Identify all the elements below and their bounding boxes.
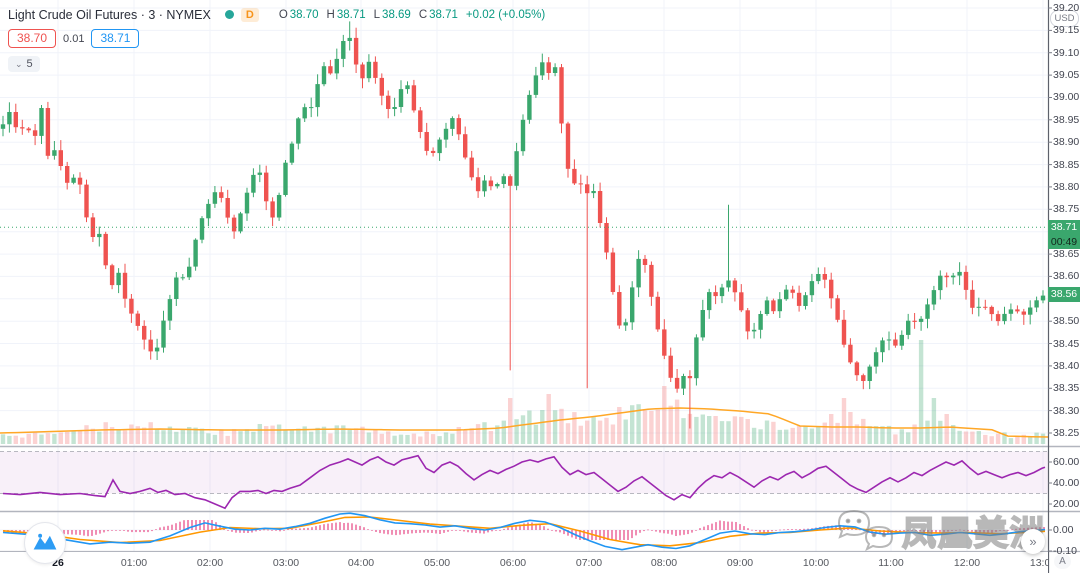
price-tick-label: 39.15 xyxy=(1053,24,1080,37)
change-value: +0.02 (+0.05%) xyxy=(465,8,546,21)
price-tick-label: 39.00 xyxy=(1053,91,1080,104)
last-close-label: 38.56 xyxy=(1048,286,1080,302)
time-tick-label: 01:00 xyxy=(120,557,148,569)
time-tick-label: 04:00 xyxy=(347,557,375,569)
price-tick-label: 39.20 xyxy=(1053,2,1080,14)
bar-countdown-label: 00:49 xyxy=(1048,235,1080,250)
price-tick-label: 39.05 xyxy=(1053,69,1080,82)
series-badge[interactable]: D xyxy=(240,7,259,22)
chevron-down-icon: ⌄ xyxy=(15,59,23,69)
price-tick-label: 39.10 xyxy=(1053,46,1080,59)
volume-ma-line xyxy=(0,407,1049,438)
ohlc-readout: O 38.70 H 38.71 L 38.69 C 38.71 +0.02 (+0.05… xyxy=(273,9,545,21)
candles xyxy=(0,21,1046,429)
time-tick-label: 10:00 xyxy=(802,557,830,569)
symbol-title[interactable]: Light Crude Oil Futures · 3 · NYMEX xyxy=(8,7,211,22)
time-tick-label: 11:00 xyxy=(878,557,904,569)
high-value: 38.71 xyxy=(336,8,366,21)
double-chevron-right-icon: » xyxy=(1029,533,1037,549)
auto-scale-button[interactable]: A xyxy=(1054,554,1071,569)
time-tick-label: 26 xyxy=(52,557,64,569)
sell-price-button[interactable]: 38.70 xyxy=(8,29,57,48)
open-value: 38.70 xyxy=(289,8,319,21)
price-axis[interactable]: USD 38.71 00:49 38.56 A 39.20 39.15 39.10 3… xyxy=(1048,0,1080,573)
price-tick-label: 38.35 xyxy=(1053,382,1080,395)
price-tick-label: 38.45 xyxy=(1053,337,1080,350)
price-tick-label: 38.75 xyxy=(1053,203,1080,216)
spread-value: 0.01 xyxy=(63,32,85,45)
time-tick-label: 08:00 xyxy=(650,557,678,569)
time-tick-label: 05:00 xyxy=(423,557,451,569)
price-tick-label: 38.30 xyxy=(1053,404,1080,417)
price-tick-label: 38.90 xyxy=(1053,136,1080,149)
bar-count-value: 5 xyxy=(26,58,33,70)
high-label: H xyxy=(326,8,335,21)
time-tick-label: 06:00 xyxy=(499,557,527,569)
price-tick-label: 38.95 xyxy=(1053,113,1080,126)
bar-count-dropdown[interactable]: ⌄ 5 xyxy=(8,56,40,72)
macd-tick-label: 0.00 xyxy=(1053,524,1074,536)
time-tick-label: 09:00 xyxy=(726,557,754,569)
rsi-tick-label: 60.00 xyxy=(1053,456,1080,468)
macd-histogram xyxy=(3,520,1045,540)
tradingview-logo[interactable] xyxy=(24,522,66,564)
rsi-band xyxy=(0,451,1048,494)
rsi-tick-label: 20.00 xyxy=(1053,498,1080,510)
time-tick-label: 12:00 xyxy=(953,557,981,569)
rsi-line xyxy=(2,454,1046,510)
last-price-label: 38.71 xyxy=(1048,219,1080,235)
volume-bars xyxy=(0,340,1046,444)
price-tick-label: 38.60 xyxy=(1053,270,1080,283)
price-tick-label: 38.65 xyxy=(1053,248,1080,261)
time-tick-label: 03:00 xyxy=(272,557,300,569)
time-axis[interactable]: 26 01:00 02:00 03:00 04:00 05:00 06:00 07:00 08:… xyxy=(0,552,1048,573)
price-tick-label: 38.85 xyxy=(1053,158,1080,171)
rsi-tick-label: 40.00 xyxy=(1053,477,1080,489)
price-tick-label: 38.80 xyxy=(1053,180,1080,193)
pane-separators[interactable] xyxy=(0,445,1080,553)
currency-button[interactable]: USD xyxy=(1050,10,1079,27)
low-value: 38.69 xyxy=(382,8,411,21)
realtime-dot-icon[interactable] xyxy=(224,10,234,19)
time-tick-label: 13:00 xyxy=(1029,557,1048,569)
price-tick-label: 38.50 xyxy=(1053,315,1080,328)
time-tick-label: 07:00 xyxy=(575,557,603,569)
scroll-right-button[interactable]: » xyxy=(1021,529,1045,554)
buy-price-button[interactable]: 38.71 xyxy=(91,29,140,48)
close-label: C xyxy=(418,8,428,21)
low-label: L xyxy=(373,8,381,21)
price-tick-label: 38.40 xyxy=(1053,359,1080,372)
price-tick-label: 38.25 xyxy=(1053,427,1080,439)
close-value: 38.71 xyxy=(429,8,458,21)
open-label: O xyxy=(278,8,288,21)
grid-horizontal xyxy=(0,7,1048,531)
time-tick-label: 02:00 xyxy=(196,557,224,569)
macd-tick-label: -0.10 xyxy=(1053,545,1077,557)
mountain-chart-icon xyxy=(33,533,57,550)
